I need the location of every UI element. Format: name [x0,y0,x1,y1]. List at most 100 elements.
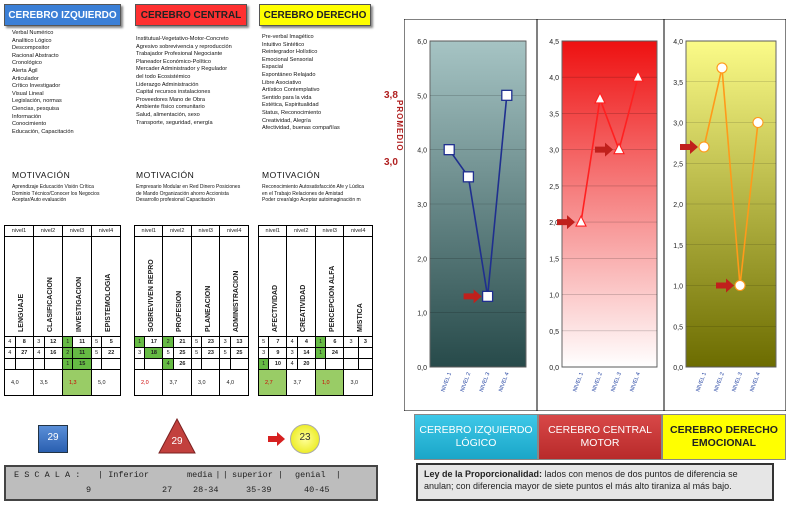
promedio-bottom: 3,0 [384,157,398,168]
trait-center-4: Mercader Administrador y Regulador [136,66,228,73]
traits-left: Verbal Numérico Analítico Lógico Descompos… [12,30,74,136]
ley-title: Ley de la Proporcionalidad: [424,469,543,479]
nivel-header: nivel3 [314,225,345,237]
table-cell: 23 [201,336,221,348]
y-tick-label: 3,0 [549,148,559,155]
y-tick-label: 2,0 [549,220,559,227]
nivel-header: nivel3 [61,225,92,237]
nivel-header: nivel2 [286,225,316,237]
score-cell: 3,5 [32,369,63,396]
trait-left-0: Verbal Numérico [12,30,54,36]
total-left-square [38,425,68,453]
y-tick-label: 2,5 [673,161,683,168]
escala-box: E S C A L A : | Inferior | media | super… [4,465,378,501]
nivel-header: nivel4 [219,225,249,237]
table-cell: 25 [172,347,192,359]
category-header: AFECTIVIDAD [257,236,288,337]
trait-left-2: Descompositor [12,45,50,52]
escala-val-1: 9 [86,485,92,495]
table-cell: 4 [4,347,16,359]
table-cell: 4 [4,336,16,348]
header-left: CEREBRO IZQUIERDO [4,4,121,26]
table-cell: 4 [296,336,316,348]
motivacion-right-title: MOTIVACIÓN [262,170,321,180]
right-arrow-icon [268,432,285,446]
trait-center-1: Agresivo sobrevivencia y reproducción [136,43,232,50]
table-cell: 16 [43,347,63,359]
table-cell: 15 [72,358,92,370]
motivacion-left-desc: Aprendizaje Educación Visión Crítica Domi… [12,184,99,204]
y-tick-label: 3,0 [673,121,683,128]
table-cell: 3 [257,347,270,359]
trait-left-11: Información [12,113,42,120]
trait-center-7: Capital recursos instalaciones [136,89,211,96]
table-cell: 5 [101,336,121,348]
total-right-circle [290,424,320,454]
table-cell [43,358,63,370]
score-cell: 1,0 [314,369,345,396]
table-cell: 8 [14,336,34,348]
score-cell: 5,0 [90,369,122,396]
table-cell [219,358,231,370]
total-center-value: 29 [171,436,183,447]
y-tick-label: 1,0 [417,311,427,318]
table-cell: 3 [343,336,359,348]
table-cell [325,358,345,370]
score-cell: 3,0 [190,369,221,396]
nivel-header: nivel4 [90,225,122,237]
table-cell: 1 [61,358,74,370]
score-cell: 3,7 [162,369,192,396]
table-cell [133,358,146,370]
table-cell: 3 [286,347,298,359]
score-cell: 4,0 [219,369,249,396]
table-cell: 1 [314,347,327,359]
table-cell: 25 [229,347,250,359]
table-cell: 5 [219,347,231,359]
table-cell: 11 [72,336,92,348]
arrow-marker-icon [680,139,698,154]
escala-label: E S C A L A : [14,470,81,480]
nivel-header: nivel2 [162,225,192,237]
trait-left-5: Alerta Ágil [12,67,38,74]
header-center: CEREBRO CENTRAL [135,4,247,26]
escala-val-3: 28-34 [193,485,219,495]
motivacion-left-line-0: Aprendizaje Educación Visión Crítica [12,184,94,190]
trait-left-1: Analítico Lógico [12,37,52,44]
table-cell: 13 [229,336,250,348]
trait-left-8: Visual Lineal [12,90,44,97]
motivacion-right-line-0: Reconocimiento Autosatisfacción Afe y Lú… [262,184,365,190]
promedio-label: PROMEDIO [395,100,404,152]
plot-area [561,40,658,368]
total-left-value: 29 [47,432,59,443]
table-cell [33,358,45,370]
data-point [734,279,746,292]
trait-left-3: Racional Abstracto [12,52,59,59]
trait-right-5: Espontáneo Relajado [262,71,316,78]
trait-left-10: Ciencias, pesquisa [12,105,59,112]
button-izquierdo-logico[interactable]: CEREBRO IZQUIERDO LÓGICO [414,414,538,460]
button-central-motor[interactable]: CEREBRO CENTRAL MOTOR [538,414,662,460]
table-left: nivel1 nivel2 nivel3 nivel4 LENGUAJE CLASIFIC… [4,225,122,396]
category-header: LENGUAJE [4,236,34,337]
table-cell: 5 [190,336,203,348]
table-cell: 26 [172,358,192,370]
y-tick-label: 2,5 [549,184,559,191]
button-derecho-emocional[interactable]: CEREBRO DERECHO EMOCIONAL [662,414,786,460]
motivacion-left-line-1: Dominio Técnico/Conocer los Negocios [12,190,100,197]
escala-val-5: 40-45 [304,485,330,495]
table-cell: 5 [190,347,203,359]
table-cell: 4 [286,358,298,370]
motivacion-center-line-1: de Mando Organización ahorro Accionista [136,190,229,197]
nivel-header: nivel4 [343,225,373,237]
y-tick-label: 0,0 [673,365,683,372]
table-cell: 12 [43,336,63,348]
category-header: MISTICA [343,236,373,337]
motivacion-left-line-2: Aceptar/Auto evaluación [12,197,67,203]
y-tick-label: 5,0 [417,93,427,100]
traits-center: Institutual-Vegetativo-Motor-Concreto Agr… [136,36,232,127]
table-cell: 9 [268,347,288,359]
table-cell: 2 [162,336,174,348]
table-cell: 24 [325,347,345,359]
category-header: PROFESION [162,236,192,337]
